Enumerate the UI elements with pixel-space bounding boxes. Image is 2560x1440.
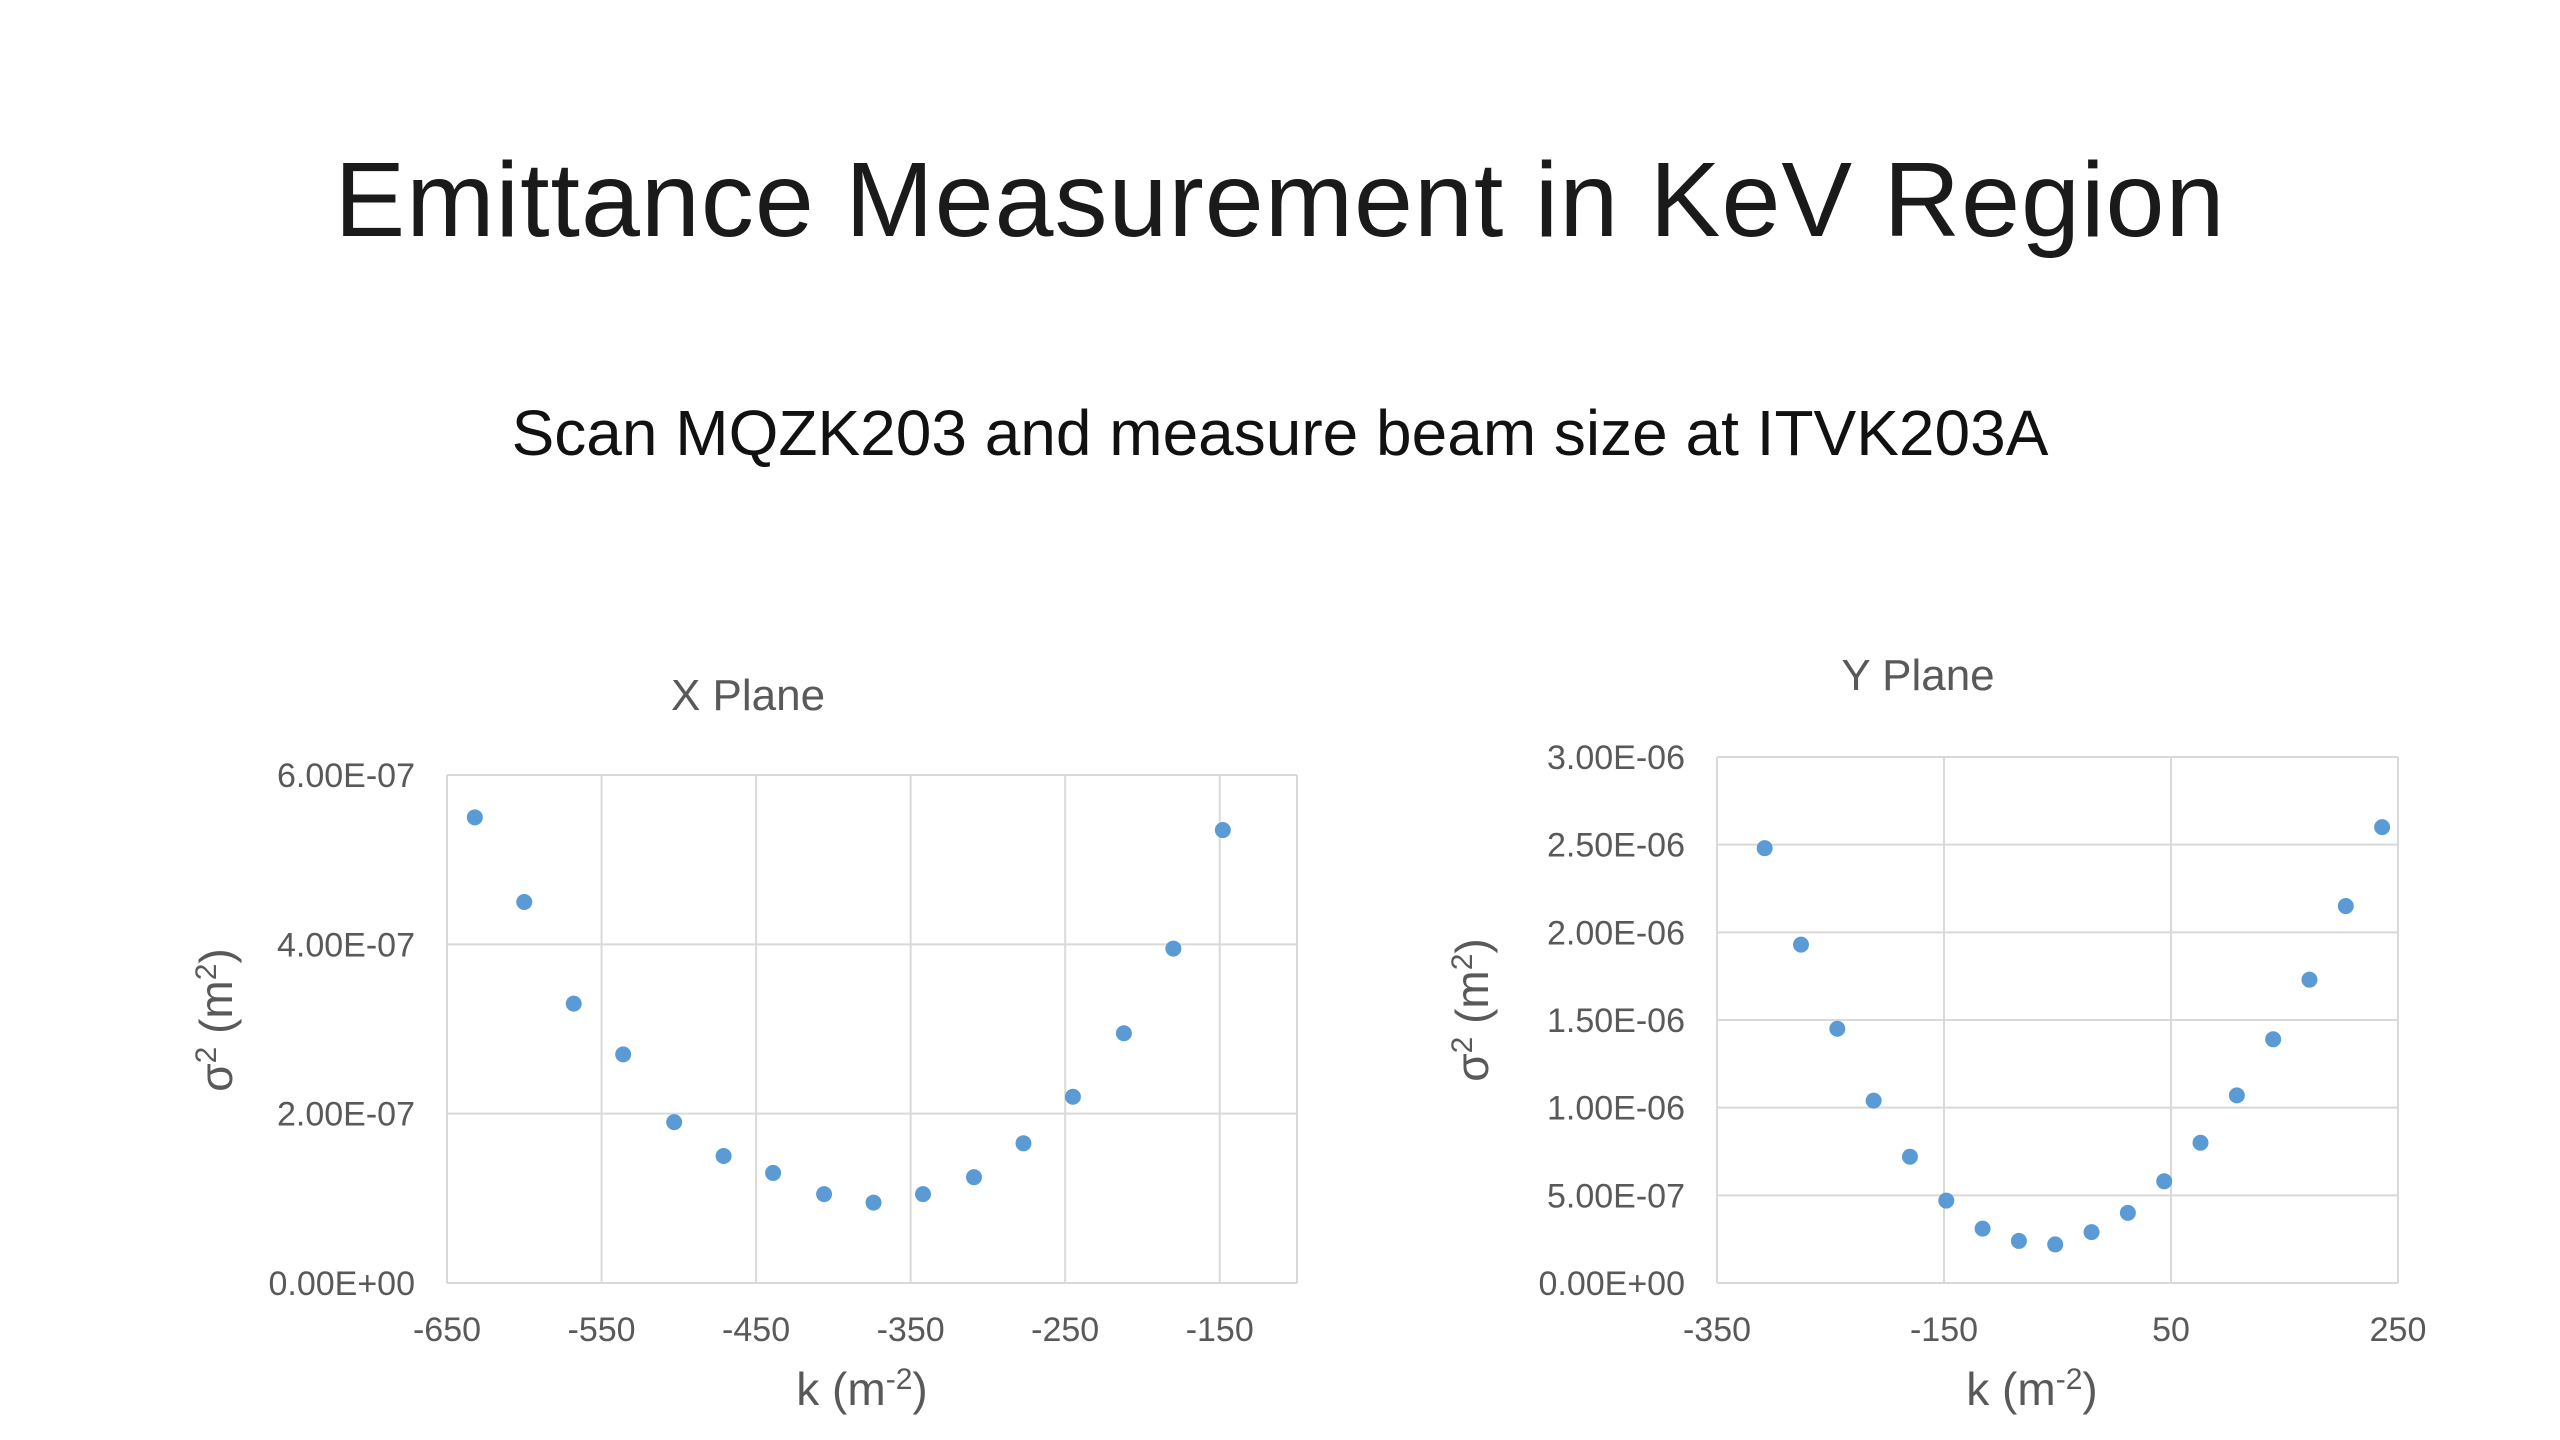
- x-plane-data-point: [516, 894, 533, 910]
- y-plane-data-point: [2265, 1031, 2282, 1048]
- y-plane-y-tick-label: 0.00E+00: [1538, 1265, 1685, 1303]
- slide-title: Emittance Measurement in KeV Region: [334, 141, 2226, 259]
- y-plane-x-tick-label: 50: [2152, 1311, 2190, 1349]
- x-plane-data-point: [466, 809, 483, 826]
- x-plane-x-tick-labels: -650 -550 -450 -350 -250 -150: [413, 1311, 1254, 1349]
- x-plane-data-point: [1214, 822, 1231, 839]
- y-plane-data-point: [1974, 1220, 1991, 1237]
- x-plane-y-tick-label: 0.00E+00: [268, 1265, 415, 1303]
- x-plane-data-point: [765, 1164, 782, 1181]
- x-plane-data-point: [1165, 940, 1182, 957]
- x-plane-data-point: [865, 1194, 882, 1211]
- x-plane-y-tick-label: 4.00E-07: [277, 926, 415, 964]
- x-plane-data-point: [1115, 1025, 1132, 1042]
- y-plane-data-point: [2374, 819, 2391, 836]
- x-plane-x-tick-label: -650: [413, 1311, 481, 1349]
- x-plane-data-point: [1064, 1088, 1081, 1105]
- x-plane-x-axis-label: k (m-2): [796, 1363, 927, 1415]
- y-plane-data-point: [1901, 1148, 1918, 1165]
- x-plane-y-tick-label: 6.00E-07: [277, 757, 415, 795]
- x-plane-data-point: [816, 1186, 833, 1203]
- y-plane-data-point: [2047, 1236, 2064, 1253]
- y-plane-y-tick-label: 3.00E-06: [1547, 739, 1685, 777]
- y-plane-y-tick-label: 2.00E-06: [1547, 914, 1685, 952]
- y-plane-points: [1756, 819, 2391, 1253]
- y-plane-y-tick-label: 2.50E-06: [1547, 827, 1685, 865]
- y-plane-data-point: [1829, 1020, 1846, 1037]
- x-plane-data-point: [715, 1148, 732, 1164]
- y-plane-data-point: [2083, 1224, 2100, 1241]
- y-plane-y-axis-label: σ2 (m2): [1446, 938, 1498, 1082]
- y-plane-chart: 0.00E+00 5.00E-07 1.00E-06 1.50E-06 2.00E-06…: [1446, 651, 2426, 1415]
- y-plane-data-point: [2156, 1173, 2173, 1190]
- y-plane-x-tick-label: 250: [2370, 1311, 2427, 1349]
- x-plane-x-tick-label: -350: [877, 1311, 945, 1349]
- y-plane-x-tick-label: -350: [1683, 1311, 1751, 1349]
- y-plane-x-tick-labels: -350 -150 50 250: [1683, 1311, 2426, 1349]
- y-plane-data-point: [2228, 1087, 2245, 1104]
- y-plane-title: Y Plane: [1841, 651, 1994, 700]
- x-plane-y-tick-label: 2.00E-07: [277, 1096, 415, 1134]
- x-plane-x-tick-label: -150: [1186, 1311, 1254, 1349]
- y-plane-data-point: [2337, 898, 2354, 915]
- x-plane-data-point: [565, 995, 582, 1012]
- y-plane-data-point: [2119, 1204, 2136, 1221]
- y-plane-y-tick-label: 5.00E-07: [1547, 1177, 1685, 1215]
- x-plane-y-tick-labels: 0.00E+00 2.00E-07 4.00E-07 6.00E-07: [268, 757, 415, 1303]
- x-plane-x-tick-label: -550: [568, 1311, 636, 1349]
- x-plane-title: X Plane: [671, 671, 825, 720]
- y-plane-data-point: [2010, 1232, 2027, 1249]
- x-plane-x-tick-label: -250: [1031, 1311, 1099, 1349]
- x-plane-data-point: [915, 1186, 931, 1203]
- y-plane-data-point: [1792, 936, 1809, 953]
- x-plane-points: [466, 809, 1231, 1211]
- x-plane-data-point: [615, 1046, 632, 1063]
- y-plane-data-point: [2192, 1134, 2209, 1151]
- y-plane-y-tick-label: 1.50E-06: [1547, 1002, 1685, 1040]
- x-plane-data-point: [966, 1169, 982, 1186]
- x-plane-x-tick-label: -450: [722, 1311, 790, 1349]
- y-plane-x-axis-label: k (m-2): [1966, 1363, 2097, 1415]
- y-plane-data-point: [1865, 1092, 1882, 1109]
- x-plane-data-point: [666, 1114, 683, 1131]
- y-plane-y-tick-label: 1.00E-06: [1547, 1090, 1685, 1128]
- y-plane-x-tick-label: -150: [1910, 1311, 1978, 1349]
- x-plane-data-point: [1015, 1135, 1032, 1152]
- x-plane-chart: 0.00E+00 2.00E-07 4.00E-07 6.00E-07 -650 -55…: [190, 671, 1298, 1415]
- x-plane-y-axis-label: σ2 (m2): [190, 948, 242, 1092]
- slide-subtitle: Scan MQZK203 and measure beam size at IT…: [511, 397, 2049, 469]
- y-plane-data-point: [2301, 971, 2318, 988]
- y-plane-gridlines: [1716, 756, 2399, 1284]
- y-plane-y-tick-labels: 0.00E+00 5.00E-07 1.00E-06 1.50E-06 2.00E-06…: [1538, 739, 1685, 1303]
- y-plane-data-point: [1938, 1192, 1955, 1209]
- y-plane-data-point: [1756, 840, 1773, 857]
- x-plane-gridlines: [446, 774, 1298, 1284]
